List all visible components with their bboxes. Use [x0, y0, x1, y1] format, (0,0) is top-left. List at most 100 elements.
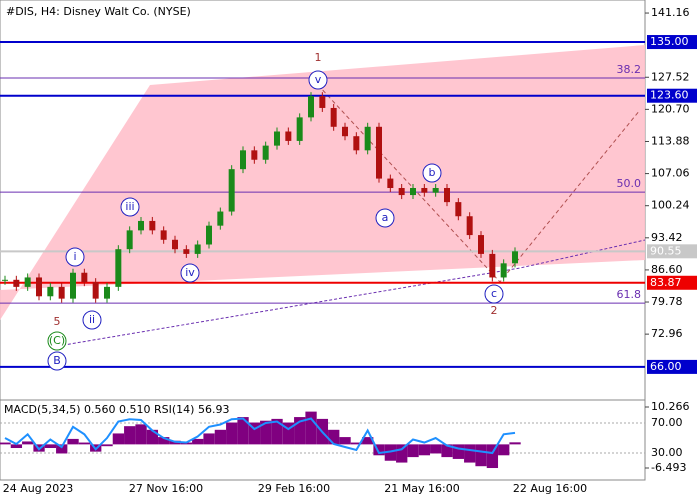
candle	[2, 279, 8, 281]
y-tick-label: 100.24	[651, 199, 690, 212]
candle	[81, 272, 88, 283]
wave-circle	[65, 247, 85, 267]
macd-bar	[282, 422, 295, 445]
macd-bar	[124, 426, 136, 445]
wave-label: iv	[185, 266, 195, 279]
macd-bar	[339, 437, 351, 445]
macd-bar	[158, 437, 170, 445]
macd-bar	[294, 417, 306, 445]
wave-circle	[180, 263, 200, 283]
y-tick-label: 127.52	[651, 70, 690, 83]
wave-circle	[47, 351, 67, 371]
candle	[228, 169, 235, 212]
wave-circle	[484, 284, 504, 304]
candle	[149, 220, 156, 231]
macd-bar	[260, 420, 272, 445]
fib-label: 50.0	[617, 177, 642, 190]
wave-circle	[375, 208, 395, 228]
indicator-title: MACD(5,34,5) 0.560 0.510 RSI(14) 56.93	[4, 403, 229, 416]
macd-bar	[509, 442, 521, 445]
wave-label: 1	[315, 51, 322, 64]
candle	[274, 131, 280, 146]
wave-circle	[308, 70, 328, 90]
macd-bar	[22, 441, 34, 445]
wave-label: B	[53, 354, 61, 367]
candle	[500, 263, 507, 278]
wave-circle	[82, 310, 102, 330]
candle	[240, 150, 246, 170]
level-box	[647, 359, 697, 374]
candle	[104, 286, 110, 299]
y-tick-label: 86.60	[651, 263, 683, 276]
macd-bar	[112, 433, 125, 445]
level-label: 83.87	[650, 276, 682, 289]
x-tick-label: 22 Aug 16:00	[513, 482, 587, 495]
rsi-tick-label: 30.00	[651, 446, 683, 459]
wave-label: v	[315, 73, 322, 86]
candle	[364, 126, 371, 151]
macd-bar	[362, 437, 374, 445]
wave-circle	[47, 331, 67, 351]
y-tick-label: 113.88	[651, 134, 690, 147]
macd-bar	[441, 444, 453, 458]
macd-bar	[0, 442, 11, 445]
wave-label: 2	[491, 304, 498, 317]
x-tick-label: 27 Nov 16:00	[129, 482, 203, 495]
macd-bar	[192, 438, 204, 445]
macd-bar	[44, 444, 57, 449]
candle	[376, 126, 382, 179]
y-tick-label: 107.06	[651, 167, 690, 180]
fib-label: 38.2	[617, 63, 642, 76]
macd-bar	[384, 444, 397, 461]
candle	[353, 136, 360, 151]
candle	[47, 286, 54, 297]
candle	[387, 178, 394, 188]
macd-tick-label: 10.266	[651, 400, 690, 413]
level-label: 123.60	[650, 89, 689, 102]
trendline	[57, 239, 646, 347]
candle	[206, 225, 212, 245]
y-tick-label: 141.16	[651, 6, 690, 19]
macd-bar	[396, 444, 408, 463]
candle	[296, 117, 303, 141]
level-box	[647, 88, 697, 103]
candle	[217, 211, 224, 226]
x-tick-label: 24 Aug 2023	[3, 482, 73, 495]
level-box	[647, 244, 697, 259]
macd-bar	[305, 411, 317, 445]
wave-label: ii	[89, 313, 95, 326]
level-label: 66.00	[650, 360, 682, 373]
y-tick-label: 93.42	[651, 231, 683, 244]
candle	[126, 230, 133, 250]
wave-circle	[120, 197, 140, 217]
macd-bar	[328, 429, 340, 445]
candle	[410, 187, 416, 196]
candle	[251, 150, 258, 160]
rsi-tick-label: 70.00	[651, 416, 683, 429]
fib-label: 61.8	[617, 288, 642, 301]
macd-bar	[418, 444, 431, 456]
wave-label: iii	[125, 200, 134, 213]
candle	[432, 187, 439, 193]
macd-bar	[271, 418, 283, 445]
wave-label: 5	[54, 315, 61, 328]
macd-bar	[350, 442, 363, 445]
candle	[183, 249, 190, 254]
candle	[13, 279, 20, 287]
macd-bar	[78, 442, 91, 445]
candle	[36, 277, 42, 297]
y-tick-label: 120.70	[651, 102, 690, 115]
macd-bar	[248, 422, 261, 445]
y-tick-label: 79.78	[651, 295, 683, 308]
macd-bar	[237, 417, 249, 445]
candle	[92, 282, 99, 299]
candle	[319, 96, 326, 108]
macd-bar	[407, 444, 419, 458]
macd-bar	[486, 444, 499, 469]
macd-bar	[464, 444, 476, 463]
macd-tick-label: -6.493	[651, 461, 686, 474]
macd-bar	[135, 424, 147, 445]
y-tick-label: 72.96	[651, 327, 683, 340]
macd-bar	[373, 444, 385, 456]
candle	[466, 216, 473, 236]
